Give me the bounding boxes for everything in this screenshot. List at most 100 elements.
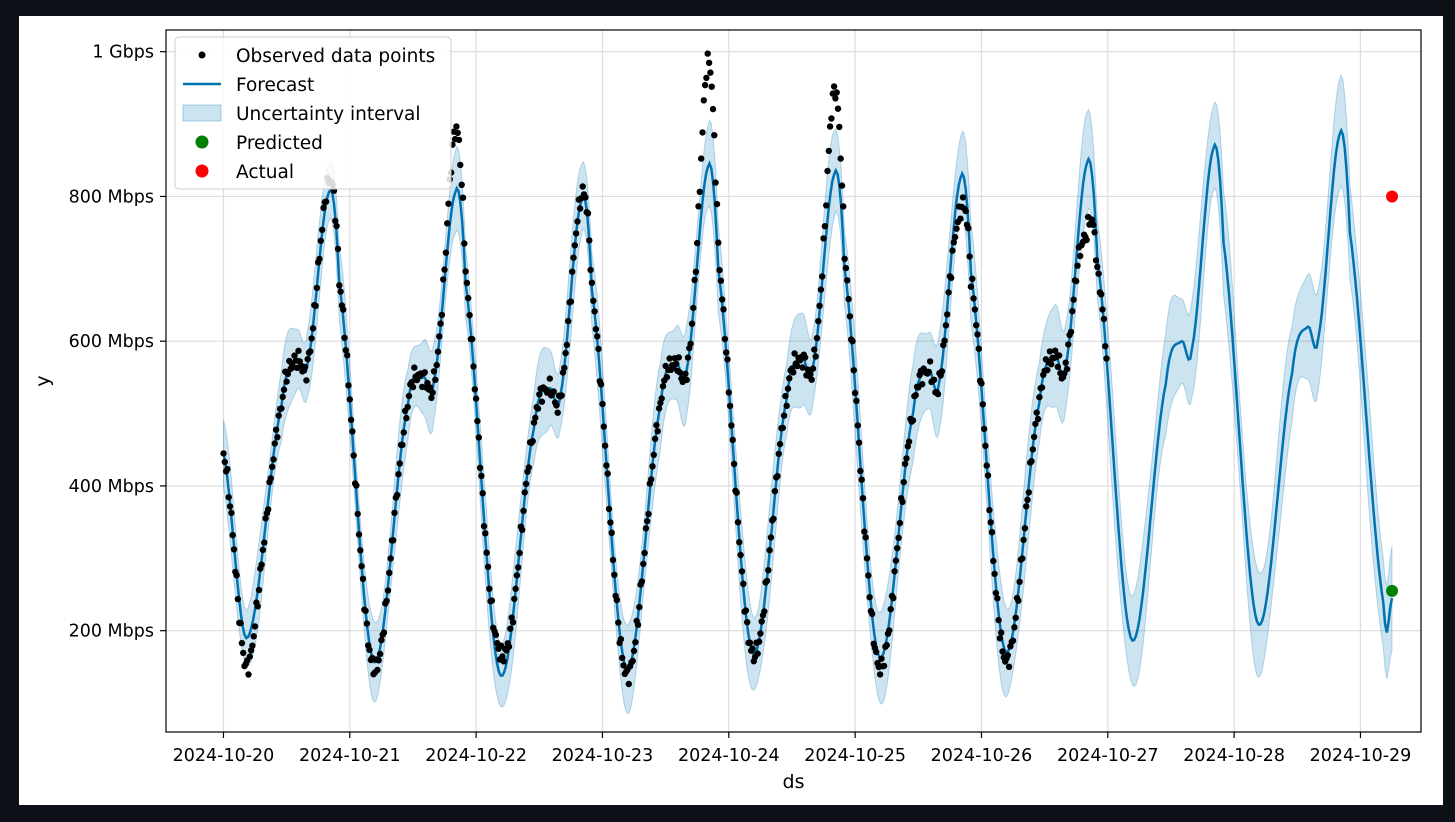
observed-point (563, 341, 571, 349)
observed-point (284, 370, 292, 378)
x-tick-label: 2024-10-20 (173, 746, 275, 766)
observed-point (275, 412, 282, 419)
observed-point (345, 382, 352, 389)
observed-point (1009, 637, 1017, 644)
observed-point (1011, 624, 1018, 631)
observed-point (984, 472, 992, 479)
observed-point (948, 274, 955, 282)
observed-point (890, 594, 897, 602)
observed-point (659, 383, 667, 390)
forecast-chart: 2024-10-20 2024-10-21 2024-10-22 2024-10-23… (32, 29, 1422, 793)
observed-point (1065, 341, 1072, 348)
observed-point (576, 205, 584, 212)
observed-point (270, 456, 277, 463)
observed-point (1070, 296, 1077, 303)
observed-points (220, 50, 1110, 688)
predicted-point (1386, 584, 1399, 597)
observed-point (391, 509, 398, 516)
observed-point (1103, 355, 1110, 362)
observed-point (883, 641, 890, 649)
observed-point (457, 161, 464, 169)
observed-point (784, 385, 792, 392)
observed-point (511, 595, 518, 603)
observed-point (409, 383, 417, 391)
observed-point (421, 369, 428, 376)
observed-point (950, 239, 957, 246)
observed-point (375, 657, 382, 664)
observed-point (604, 470, 611, 477)
observed-point (355, 531, 363, 538)
observed-point (342, 347, 349, 354)
observed-point (900, 478, 907, 486)
x-tick-label: 2024-10-26 (931, 746, 1033, 766)
observed-point (357, 547, 364, 554)
observed-point (899, 498, 906, 506)
observed-point (988, 529, 996, 536)
observed-point (530, 419, 538, 426)
observed-point (386, 569, 393, 576)
legend-item: Predicted (195, 133, 323, 154)
observed-point (317, 237, 324, 244)
observed-point (866, 594, 873, 601)
observed-point (316, 255, 323, 263)
observed-point (354, 510, 361, 518)
observed-point (919, 381, 926, 388)
observed-point (224, 465, 231, 473)
observed-point (724, 356, 731, 363)
highlight-points (1386, 190, 1399, 597)
observed-point (520, 507, 527, 514)
observed-point (344, 352, 351, 359)
observed-point (308, 335, 315, 342)
observed-point (228, 509, 235, 517)
observed-point (945, 289, 952, 296)
observed-point (1044, 366, 1051, 374)
observed-point (826, 123, 834, 130)
observed-point (761, 608, 768, 615)
observed-point (834, 105, 842, 112)
observed-point (512, 585, 519, 592)
observed-point (265, 506, 272, 513)
observed-point (687, 340, 694, 347)
observed-point (513, 572, 521, 579)
observed-point (437, 320, 444, 327)
observed-point (1033, 409, 1040, 416)
observed-point (812, 353, 819, 360)
observed-point (636, 603, 643, 611)
observed-point (880, 662, 888, 670)
observed-point (366, 646, 373, 653)
observed-point (690, 304, 697, 312)
observed-point (865, 572, 872, 579)
observed-point (967, 283, 975, 290)
observed-point (332, 217, 339, 225)
legend-item: Forecast (183, 75, 314, 96)
observed-point (283, 378, 290, 385)
observed-point (944, 311, 951, 318)
observed-point (1028, 458, 1035, 465)
observed-point (655, 405, 663, 412)
observed-point (611, 571, 618, 578)
observed-point (261, 539, 268, 546)
observed-point (821, 223, 829, 230)
observed-point (641, 549, 648, 557)
observed-point (982, 442, 989, 449)
observed-point (855, 439, 863, 446)
observed-point (463, 279, 471, 287)
observed-point (1055, 352, 1063, 359)
observed-point (840, 203, 847, 210)
observed-point (957, 215, 964, 222)
observed-point (482, 530, 489, 537)
observed-point (811, 346, 818, 353)
observed-point (895, 534, 902, 541)
observed-point (832, 95, 839, 102)
observed-point (707, 69, 714, 76)
observed-point (658, 395, 665, 402)
x-tick-label: 2024-10-28 (1183, 746, 1285, 766)
legend-label: Predicted (236, 133, 323, 154)
observed-point (809, 365, 817, 372)
observed-point (863, 555, 871, 562)
observed-point (844, 277, 851, 284)
observed-point (262, 515, 269, 522)
observed-point (613, 596, 621, 604)
observed-point (905, 438, 913, 445)
observed-point (550, 388, 557, 395)
